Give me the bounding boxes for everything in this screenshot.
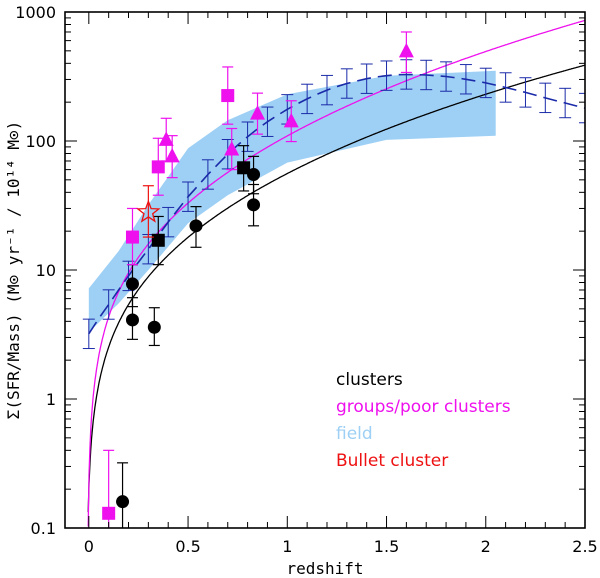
data-point: [116, 462, 130, 528]
data-point: [237, 145, 251, 192]
data-point: [221, 66, 235, 125]
data-point: [224, 127, 240, 171]
legend-entry: field: [336, 424, 373, 444]
field-error-bar: [82, 318, 95, 350]
field-error-bar: [340, 68, 353, 99]
square-marker: [237, 161, 251, 175]
x-tick-label: 2: [481, 537, 491, 556]
y-tick-label: 0.1: [31, 519, 56, 538]
circle-marker: [116, 495, 130, 509]
star-marker: [136, 199, 161, 223]
triangle-marker: [164, 147, 180, 163]
field-error-bar: [559, 87, 572, 119]
field-error-bar: [301, 83, 314, 115]
data-point: [250, 92, 266, 135]
circle-marker: [247, 198, 261, 212]
data-point: [125, 297, 139, 340]
data-point: [136, 185, 161, 238]
field-error-bar: [479, 67, 492, 99]
square-marker: [125, 230, 139, 244]
data-point: [158, 117, 174, 162]
field-error-bar: [440, 61, 453, 92]
field-error-bar: [579, 92, 585, 124]
data-point: [247, 183, 261, 227]
field-error-bar: [102, 289, 115, 320]
x-tick-label: 2.5: [572, 537, 597, 556]
field-error-bar: [499, 72, 512, 103]
y-axis-label: Σ(SFR/Mass) (M⊙ yr⁻¹ / 10¹⁴ M⊙): [4, 121, 23, 420]
legend-entry: Bullet cluster: [336, 451, 448, 471]
square-marker: [221, 89, 235, 103]
triangle-marker: [224, 140, 240, 156]
data-point: [151, 215, 165, 266]
field-error-bar: [519, 77, 532, 108]
square-marker: [102, 506, 116, 520]
data-point: [189, 206, 203, 248]
square-marker: [151, 160, 165, 174]
triangle-marker: [283, 112, 299, 128]
field-error-bar: [320, 74, 333, 106]
field-band: [88, 70, 496, 333]
y-tick-label: 10: [36, 261, 56, 280]
clusters-model-curve: [87, 64, 585, 513]
x-axis-label: redshift: [286, 559, 363, 578]
triangle-marker: [398, 42, 414, 58]
square-marker: [151, 233, 165, 247]
data-point: [125, 207, 139, 266]
legend-entry: groups/poor clusters: [336, 397, 511, 417]
field-error-bar: [360, 63, 373, 94]
y-tick-label: 1000: [15, 3, 56, 22]
data-point: [102, 449, 116, 528]
field-error-bar: [380, 60, 393, 91]
data-point: [283, 100, 299, 143]
x-tick-label: 1: [282, 537, 292, 556]
field-error-bar: [539, 82, 552, 114]
y-tick-label: 1: [46, 390, 56, 409]
field-error-bar: [420, 59, 433, 91]
legend-entry: clusters: [336, 370, 403, 390]
field-error-bar: [182, 181, 195, 212]
x-tick-label: 0: [84, 537, 94, 556]
field-error-bar: [261, 106, 274, 137]
y-tick-label: 100: [25, 132, 56, 151]
x-tick-label: 0.5: [175, 537, 200, 556]
field-error-bar: [201, 159, 214, 190]
circle-marker: [247, 167, 261, 181]
data-point: [147, 307, 161, 347]
circle-marker: [125, 277, 139, 291]
circle-marker: [189, 219, 203, 233]
data-point: [398, 31, 414, 74]
triangle-marker: [250, 105, 266, 120]
circle-marker: [147, 320, 161, 334]
triangle-marker: [158, 131, 174, 146]
circle-marker: [125, 313, 139, 327]
data-point: [164, 135, 180, 179]
field-error-bar: [459, 64, 472, 95]
data-point: [151, 137, 165, 196]
x-tick-label: 1.5: [374, 537, 399, 556]
groups-model-curve: [87, 19, 585, 527]
